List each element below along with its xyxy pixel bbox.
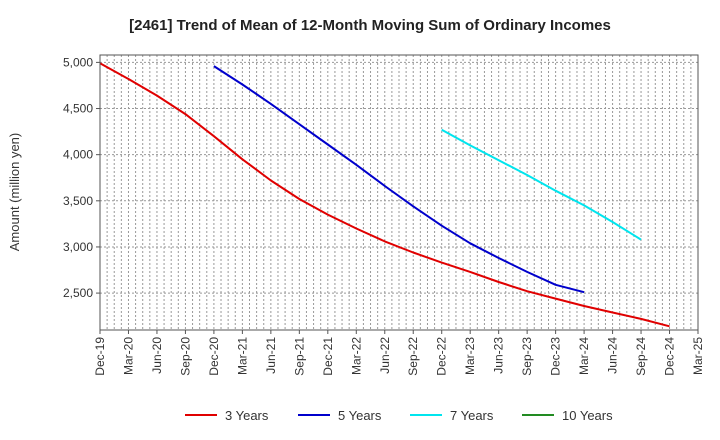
x-tick-label: Mar-24 [577, 337, 591, 375]
legend: 3 Years 5 Years 7 Years 10 Years [185, 408, 613, 423]
x-tick-label: Jun-21 [264, 337, 278, 374]
y-tick-label: 2,500 [63, 286, 93, 300]
x-tick-label: Jun-22 [378, 337, 392, 374]
y-tick-label: 4,500 [63, 102, 93, 116]
x-tick-label: Sep-22 [406, 337, 420, 376]
series-line-3-years [99, 62, 670, 328]
x-tick-label: Mar-25 [691, 337, 705, 375]
y-axis-label: Amount (million yen) [7, 133, 22, 252]
plot-frame [99, 54, 699, 331]
plot-area [99, 54, 699, 331]
x-axis-ticks: Dec-19 Mar-20 Jun-20 Sep-20 Dec-20 Mar-21 Jun-… [93, 330, 705, 376]
x-tick-label: Dec-20 [207, 337, 221, 376]
x-tick-label: Sep-21 [292, 337, 306, 376]
chart-title: [2461] Trend of Mean of 12-Month Moving … [129, 17, 611, 34]
x-tick-label: Dec-21 [321, 337, 335, 376]
x-tick-label: Dec-23 [549, 337, 563, 376]
y-axis-ticks: 2,500 3,000 3,500 4,000 4,500 5,000 [63, 55, 100, 300]
y-tick-label: 3,500 [63, 194, 93, 208]
x-tick-label: Mar-20 [121, 337, 135, 375]
x-tick-label: Jun-20 [150, 337, 164, 374]
x-tick-label: Jun-23 [492, 337, 506, 374]
series-line-7-years [441, 128, 642, 241]
y-tick-label: 5,000 [63, 55, 93, 69]
x-tick-label: Dec-19 [93, 337, 107, 376]
series-line-5-years [213, 65, 585, 294]
legend-label: 3 Years [225, 408, 269, 423]
x-tick-label: Mar-22 [349, 337, 363, 375]
x-gridlines [106, 55, 692, 330]
legend-label: 7 Years [450, 408, 494, 423]
legend-label: 5 Years [338, 408, 382, 423]
x-tick-label: Dec-22 [435, 337, 449, 376]
x-tick-label: Sep-24 [634, 337, 648, 376]
x-tick-label: Sep-20 [178, 337, 192, 376]
x-tick-label: Dec-24 [663, 337, 677, 376]
y-tick-label: 4,000 [63, 148, 93, 162]
x-tick-label: Mar-21 [235, 337, 249, 375]
series-lines [99, 62, 670, 328]
y-tick-label: 3,000 [63, 240, 93, 254]
x-tick-label: Mar-23 [463, 337, 477, 375]
x-tick-label: Sep-23 [520, 337, 534, 376]
x-tick-label: Jun-24 [606, 337, 620, 374]
legend-label: 10 Years [562, 408, 613, 423]
